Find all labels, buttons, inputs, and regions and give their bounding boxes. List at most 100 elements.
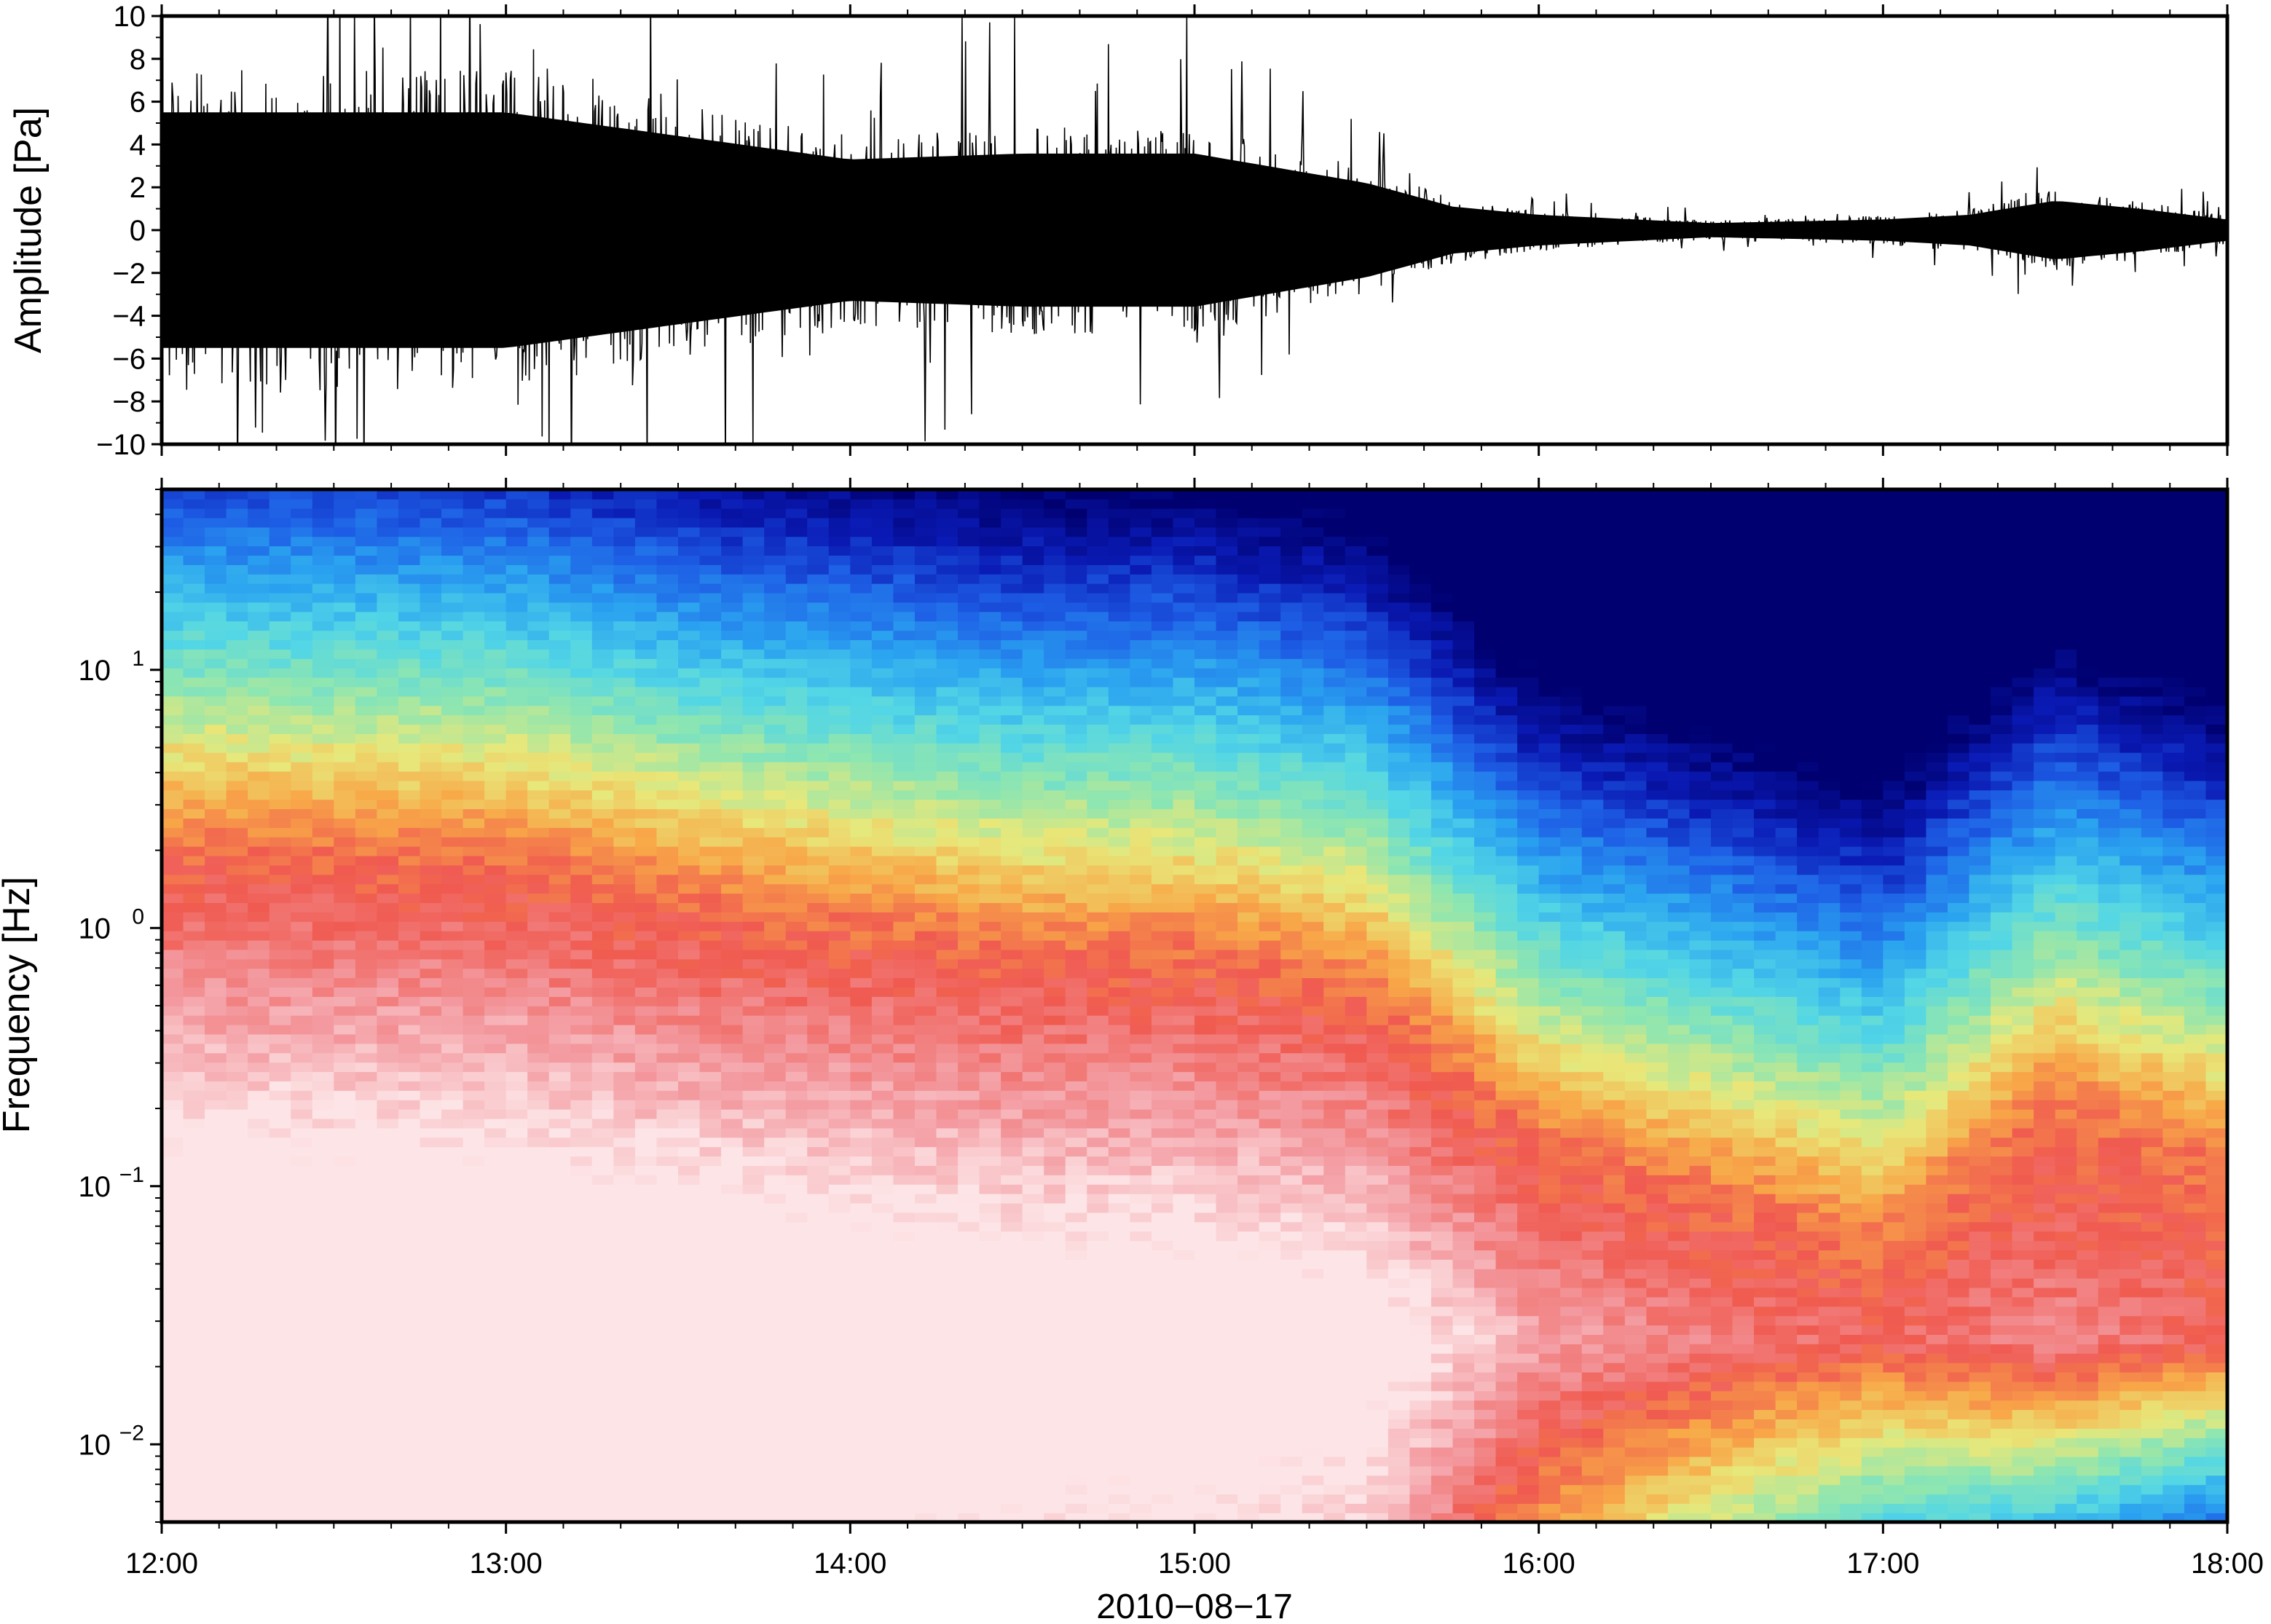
spectrogram-cell <box>893 996 916 1006</box>
spectrogram-cell <box>850 1484 873 1495</box>
spectrogram-cell <box>613 845 636 856</box>
spectrogram-cell <box>505 1390 529 1401</box>
spectrogram-cell <box>570 874 593 885</box>
spectrogram-cell <box>377 602 399 612</box>
spectrogram-cell <box>162 1193 184 1204</box>
spectrogram-cell <box>893 489 916 500</box>
spectrogram-cell <box>634 1175 658 1185</box>
spectrogram-cell <box>914 1446 937 1457</box>
spectrogram-cell <box>505 1334 529 1344</box>
spectrogram-cell <box>183 780 205 791</box>
spectrogram-cell <box>807 743 830 753</box>
spectrogram-cell <box>850 1137 873 1148</box>
spectrogram-cell <box>807 1503 830 1513</box>
spectrogram-cell <box>1001 1428 1023 1438</box>
spectrogram-cell <box>742 1419 765 1429</box>
spectrogram-cell <box>484 1325 507 1335</box>
spectrogram-cell <box>291 1108 313 1119</box>
spectrogram-cell <box>958 1175 980 1185</box>
spectrogram-cell <box>958 1259 980 1269</box>
spectrogram-cell <box>398 912 421 922</box>
spectrogram-cell <box>914 1315 937 1326</box>
spectrogram-cell <box>785 517 808 528</box>
spectrogram-cell <box>355 630 378 641</box>
spectrogram-cell <box>958 536 980 547</box>
spectrogram-cell <box>398 555 421 565</box>
spectrogram-cell <box>1022 667 1045 678</box>
waveform-y-tick-label: 4 <box>130 129 146 161</box>
spectrogram-cell <box>1022 564 1045 575</box>
spectrogram-cell <box>484 977 507 988</box>
spectrogram-cell <box>699 949 722 960</box>
spectrogram-cell <box>1108 1325 1131 1335</box>
spectrogram-cell <box>441 1014 464 1025</box>
spectrogram-cell <box>570 845 593 856</box>
spectrogram-cell <box>205 1099 227 1110</box>
spectrogram-cell <box>721 564 744 575</box>
spectrogram-cell <box>205 1118 227 1129</box>
spectrogram-cell <box>248 1484 270 1495</box>
spectrogram-cell <box>914 996 937 1006</box>
spectrogram-cell <box>807 1513 830 1522</box>
spectrogram-cell <box>656 1137 679 1148</box>
spectrogram-cell <box>979 1240 1001 1250</box>
spectrogram-cell <box>484 1268 507 1279</box>
spectrogram-cell <box>441 818 464 828</box>
spectrogram-cell <box>1044 602 1066 612</box>
spectrogram-cell <box>634 1428 658 1438</box>
spectrogram-cell <box>958 602 980 612</box>
spectrogram-cell <box>656 1437 679 1448</box>
spectrogram-cell <box>807 1456 830 1467</box>
waveform-frame <box>160 14 2229 446</box>
spectrogram-cell <box>248 574 270 584</box>
spectrogram-cell <box>527 536 550 547</box>
spectrogram-cell <box>420 968 442 979</box>
spectrogram-cell <box>1001 770 1023 781</box>
spectrogram-cell <box>355 789 378 800</box>
spectrogram-cell <box>699 1400 722 1411</box>
spectrogram-cell <box>893 602 916 612</box>
spectrogram-cell <box>420 893 442 903</box>
spectrogram-cell <box>893 939 916 950</box>
spectrogram-cell <box>785 789 808 800</box>
spectrogram-cell <box>742 1503 765 1513</box>
spectrogram-cell <box>850 1183 873 1194</box>
spectrogram-cell <box>828 789 851 800</box>
spectrogram-cell <box>1022 780 1045 791</box>
waveform-y-tick-label: −10 <box>96 429 146 461</box>
spectrogram-cell <box>226 489 248 500</box>
spectrogram-cell <box>570 1456 593 1467</box>
spectrogram-cell <box>1001 761 1023 772</box>
spectrogram-cell <box>1108 1371 1131 1382</box>
spectrogram-cell <box>591 1193 615 1204</box>
spectrogram-cell <box>398 1156 421 1166</box>
spectrogram-cell <box>764 902 787 912</box>
spectrogram-cell <box>721 864 744 875</box>
spectrogram-cell <box>355 902 378 912</box>
spectrogram-cell <box>398 1437 421 1448</box>
spectrogram-cell <box>463 1362 485 1373</box>
spectrogram-cell <box>484 1062 507 1073</box>
spectrogram-cell <box>634 1437 658 1448</box>
spectrogram-cell <box>377 508 399 519</box>
spectrogram-cell <box>183 1175 205 1185</box>
spectrogram-cell <box>1044 808 1066 819</box>
spectrogram-cell <box>1022 1231 1045 1242</box>
spectrogram-cell <box>205 1175 227 1185</box>
spectrogram-cell <box>226 498 248 509</box>
spectrogram-cell <box>1001 686 1023 697</box>
spectrogram-cell <box>764 564 787 575</box>
spectrogram-cell <box>1087 958 1109 969</box>
spectrogram-cell <box>785 574 808 584</box>
spectrogram-cell <box>656 761 679 772</box>
spectrogram-cell <box>269 1503 292 1513</box>
spectrogram-cell <box>656 921 679 931</box>
spectrogram-cell <box>936 1352 959 1363</box>
spectrogram-cell <box>398 1006 421 1016</box>
spectrogram-cell <box>484 1400 507 1411</box>
spectrogram-cell <box>1044 1108 1066 1119</box>
spectrogram-cell <box>764 1287 787 1298</box>
spectrogram-cell <box>420 958 442 969</box>
spectrogram-cell <box>1044 1315 1066 1326</box>
spectrogram-cell <box>570 893 593 903</box>
